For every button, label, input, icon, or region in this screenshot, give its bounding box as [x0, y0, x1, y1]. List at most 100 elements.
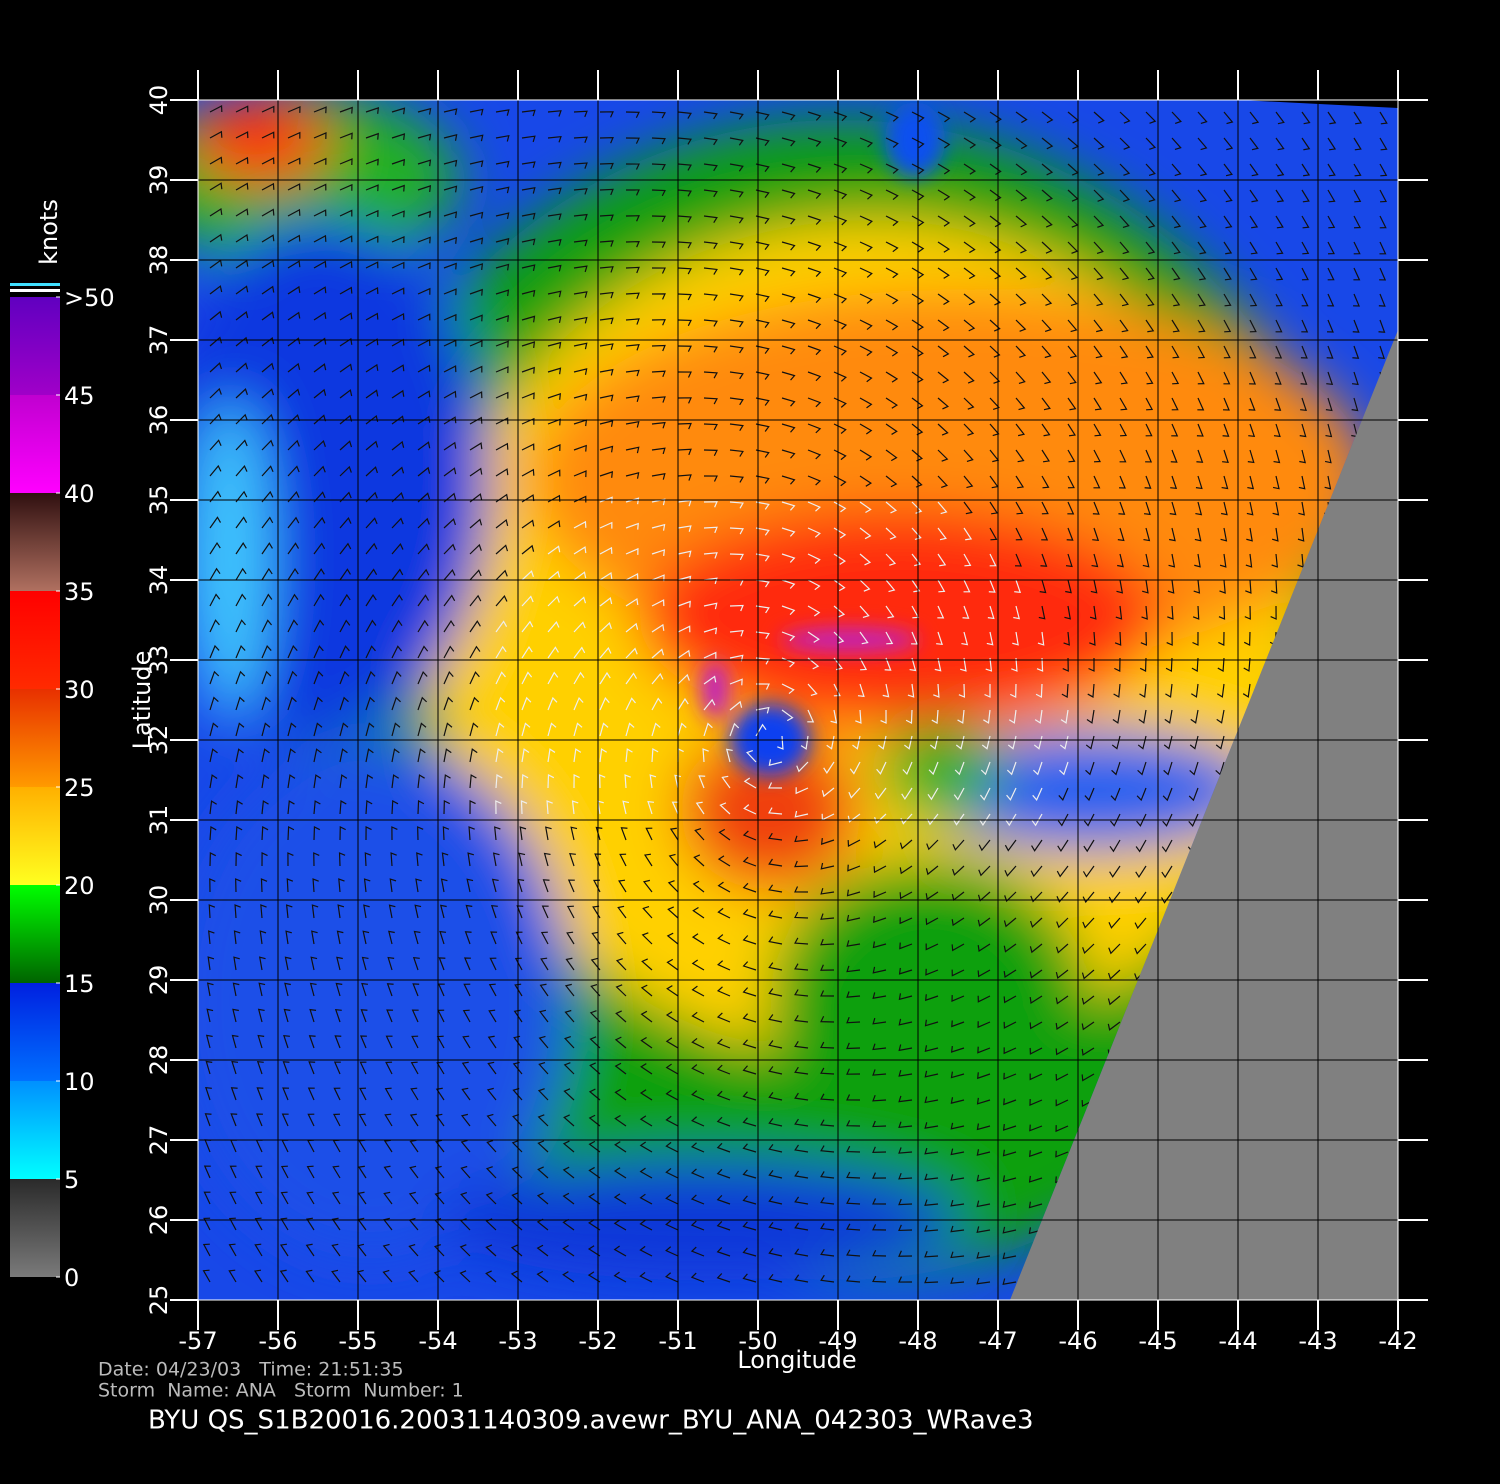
wind-barb: [905, 709, 913, 724]
wind-barb: [313, 800, 321, 815]
wind-barb: [978, 839, 991, 852]
wind-barb: [846, 1197, 861, 1205]
wind-barb: [989, 215, 1002, 228]
wind-barb: [1165, 683, 1173, 698]
wind-barb: [443, 492, 457, 503]
wind-barb: [365, 235, 379, 243]
wind-barb: [235, 878, 242, 893]
wind-barb: [235, 722, 245, 737]
wind-barb: [872, 1275, 887, 1283]
wind-barb: [206, 982, 214, 997]
wind-barb: [1274, 397, 1282, 411]
wind-barb: [823, 761, 835, 774]
wind-barb: [1005, 813, 1017, 827]
y-tick-label: 28: [145, 1045, 173, 1076]
wind-barb: [859, 657, 868, 671]
wind-barb: [332, 1165, 341, 1179]
wind-barb: [1029, 1150, 1043, 1158]
wind-barb: [807, 683, 818, 697]
wind-barb: [313, 670, 324, 685]
wind-barb: [287, 285, 301, 295]
wind-barb: [547, 696, 558, 711]
wind-barb: [235, 619, 246, 633]
wind-barb: [859, 501, 872, 514]
colorbar-tick-label: 40: [64, 480, 95, 508]
wind-barb: [261, 696, 271, 711]
wind-barb: [573, 748, 582, 763]
wind-barb: [820, 1223, 835, 1231]
wind-barb: [625, 111, 640, 118]
wind-barb: [667, 906, 679, 919]
wind-barb: [1093, 189, 1105, 202]
wind-barb: [1134, 891, 1147, 904]
wind-barb: [545, 826, 552, 841]
wind-barb: [980, 761, 991, 776]
wind-barb: [729, 501, 744, 509]
wind-barb: [859, 293, 873, 304]
wind-barb: [287, 852, 294, 867]
wind-barb: [925, 994, 939, 1002]
wind-barb: [1192, 605, 1200, 620]
wind-barb: [768, 807, 783, 815]
wind-barb: [409, 1139, 419, 1153]
wind-barb: [729, 604, 744, 612]
wind-barb: [1379, 267, 1387, 281]
wind-barb: [1145, 345, 1154, 359]
wind-barb: [547, 367, 562, 375]
wind-barb: [820, 838, 835, 845]
wind-barb: [1245, 553, 1253, 568]
wind-barb: [383, 1191, 393, 1205]
wind-barb: [1081, 969, 1095, 980]
wind-barb: [519, 826, 527, 841]
wind-barb: [1217, 657, 1225, 672]
wind-barb: [547, 239, 562, 246]
wind-barb: [1271, 553, 1279, 568]
wind-barb: [1030, 891, 1043, 903]
wind-barb: [234, 904, 241, 919]
wind-barb: [885, 137, 899, 148]
wind-barb: [485, 1166, 497, 1179]
wind-barb: [257, 1034, 265, 1049]
wind-barb: [391, 645, 403, 659]
wind-barb: [599, 697, 610, 711]
wind-barb: [1274, 371, 1282, 385]
wind-barb: [1379, 215, 1387, 229]
wind-barb: [358, 1113, 367, 1127]
wind-barb: [820, 862, 835, 870]
wind-barb: [443, 800, 450, 815]
wind-barb: [989, 267, 1002, 280]
wind-barb: [1163, 761, 1173, 776]
wind-barb: [588, 1166, 601, 1179]
wind-barb: [417, 722, 427, 737]
wind-barb: [540, 957, 549, 971]
wind-barb: [359, 1087, 367, 1101]
wind-barb: [651, 111, 666, 119]
wind-barb: [1353, 163, 1362, 177]
wind-barb: [280, 1165, 289, 1179]
wind-barb: [807, 657, 820, 670]
wind-barb: [261, 234, 275, 243]
wind-barb: [1273, 423, 1281, 438]
wind-barb: [1223, 241, 1233, 255]
wind-barb: [937, 527, 947, 541]
wind-barb: [643, 853, 653, 867]
wind-barb: [235, 696, 245, 711]
wind-barb: [589, 1010, 601, 1023]
wind-barb: [1197, 111, 1208, 125]
wind-barb: [1273, 449, 1281, 464]
wind-barb: [599, 646, 612, 659]
wind-barb: [311, 904, 319, 919]
wind-barb: [417, 364, 431, 373]
wind-barb: [1378, 293, 1386, 307]
wind-barb: [468, 826, 475, 841]
wind-barb: [513, 1009, 523, 1023]
wind-barb: [365, 619, 377, 633]
wind-barb: [729, 189, 744, 198]
wind-barb: [443, 211, 458, 219]
wind-barb: [1112, 709, 1121, 724]
wind-barb: [1378, 345, 1385, 360]
wind-barb: [417, 670, 428, 685]
wind-barb: [651, 722, 661, 737]
wind-barb: [443, 159, 458, 167]
wind-barb: [625, 572, 639, 581]
